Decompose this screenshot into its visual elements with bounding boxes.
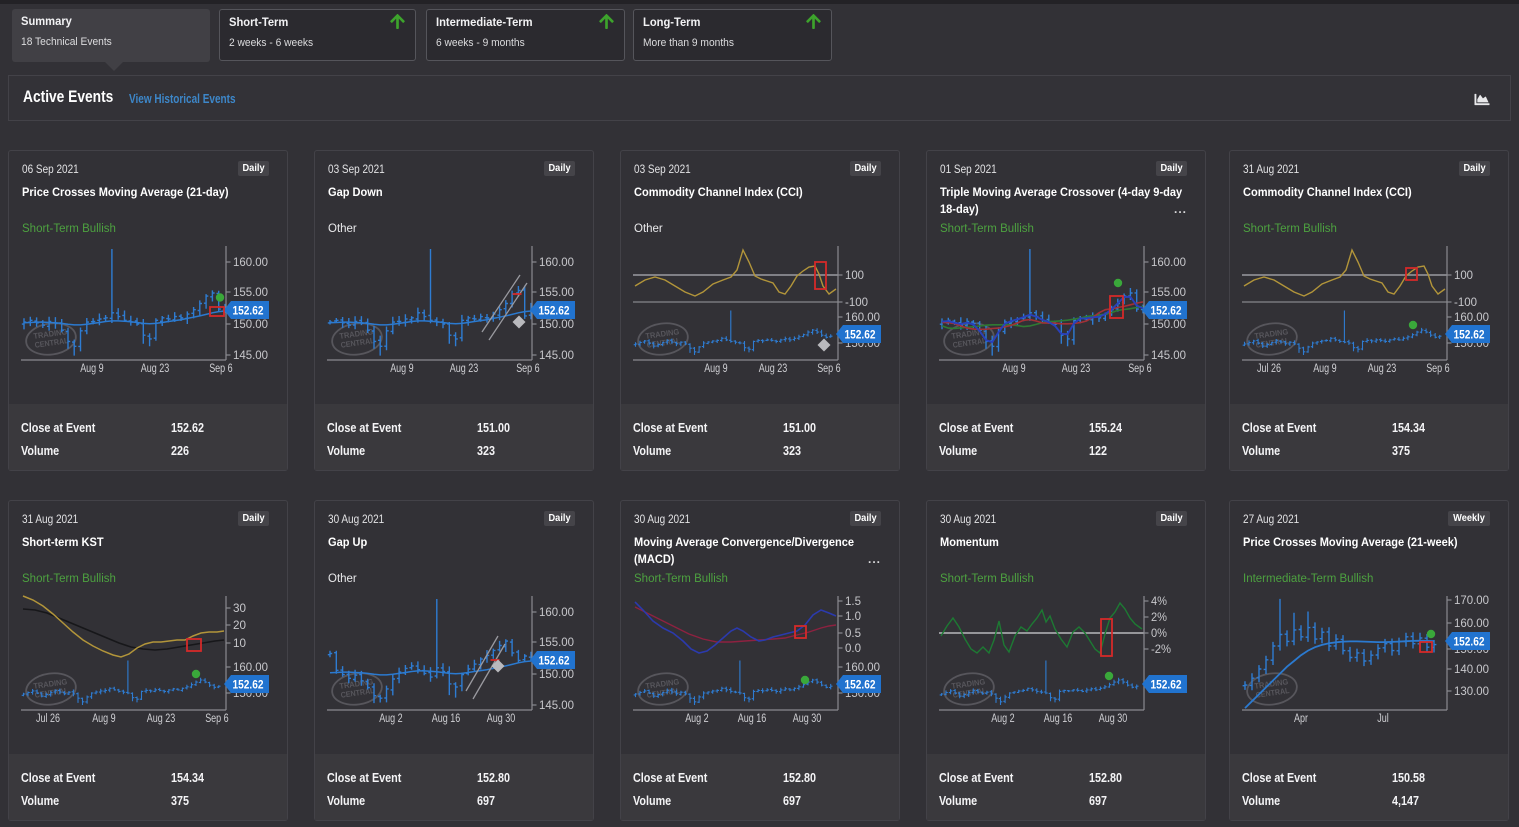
svg-text:Aug 16: Aug 16: [1044, 713, 1073, 725]
svg-text:150.00: 150.00: [233, 317, 268, 331]
svg-text:152.62: 152.62: [1151, 306, 1182, 318]
svg-text:Aug 30: Aug 30: [793, 713, 822, 725]
svg-text:0.0: 0.0: [845, 641, 861, 655]
svg-text:152.62: 152.62: [1454, 330, 1485, 342]
svg-text:155.00: 155.00: [539, 635, 574, 649]
svg-text:160.00: 160.00: [539, 605, 574, 619]
svg-text:-100: -100: [1454, 295, 1477, 309]
svg-text:0%: 0%: [1151, 626, 1167, 640]
svg-text:Jul 26: Jul 26: [1257, 363, 1281, 375]
svg-text:130.00: 130.00: [1454, 684, 1489, 698]
svg-text:Aug 30: Aug 30: [1099, 713, 1128, 725]
svg-text:0.5: 0.5: [845, 626, 861, 640]
svg-text:Aug 9: Aug 9: [92, 713, 116, 725]
svg-text:Sep 6: Sep 6: [516, 363, 540, 375]
svg-text:Sep 6: Sep 6: [817, 363, 841, 375]
svg-text:150.00: 150.00: [1151, 317, 1186, 331]
svg-text:Aug 9: Aug 9: [1313, 363, 1337, 375]
svg-text:152.62: 152.62: [845, 330, 876, 342]
svg-text:1.0: 1.0: [845, 609, 861, 623]
svg-text:145.00: 145.00: [539, 698, 574, 712]
svg-text:Aug 9: Aug 9: [390, 363, 414, 375]
svg-text:-100: -100: [845, 295, 868, 309]
svg-text:155.00: 155.00: [1151, 285, 1186, 299]
svg-text:Aug 23: Aug 23: [759, 363, 788, 375]
svg-text:Aug 23: Aug 23: [1062, 363, 1091, 375]
svg-text:Sep 6: Sep 6: [209, 363, 233, 375]
svg-text:Apr: Apr: [1294, 713, 1308, 725]
svg-text:170.00: 170.00: [1454, 593, 1489, 607]
svg-text:Jul 26: Jul 26: [36, 713, 60, 725]
svg-text:152.62: 152.62: [1151, 680, 1182, 692]
svg-text:10: 10: [233, 636, 246, 650]
svg-text:160.00: 160.00: [1454, 616, 1489, 630]
svg-text:150.00: 150.00: [539, 317, 574, 331]
svg-text:160.00: 160.00: [845, 660, 880, 674]
svg-text:Aug 23: Aug 23: [141, 363, 170, 375]
svg-text:Sep 6: Sep 6: [1128, 363, 1152, 375]
svg-text:145.00: 145.00: [1151, 348, 1186, 362]
svg-text:160.00: 160.00: [539, 255, 574, 269]
svg-text:Aug 23: Aug 23: [450, 363, 479, 375]
svg-text:-2%: -2%: [1151, 642, 1171, 656]
svg-text:160.00: 160.00: [233, 660, 268, 674]
svg-text:160.00: 160.00: [233, 255, 268, 269]
svg-text:152.62: 152.62: [845, 680, 876, 692]
svg-text:152.62: 152.62: [233, 680, 264, 692]
svg-text:Aug 16: Aug 16: [738, 713, 767, 725]
svg-text:100: 100: [845, 268, 864, 282]
svg-text:Aug 23: Aug 23: [147, 713, 176, 725]
svg-text:Aug 9: Aug 9: [1002, 363, 1025, 375]
svg-text:160.00: 160.00: [845, 310, 880, 324]
svg-text:1.5: 1.5: [845, 594, 861, 608]
svg-text:Aug 2: Aug 2: [379, 713, 403, 725]
svg-text:140.00: 140.00: [1454, 662, 1489, 676]
svg-text:Aug 2: Aug 2: [991, 713, 1015, 725]
svg-text:152.62: 152.62: [539, 656, 570, 668]
svg-text:Sep 6: Sep 6: [205, 713, 229, 725]
svg-text:2%: 2%: [1151, 610, 1167, 624]
svg-text:155.00: 155.00: [233, 285, 268, 299]
svg-text:160.00: 160.00: [1454, 310, 1489, 324]
svg-text:152.62: 152.62: [539, 306, 570, 318]
svg-text:Sep 6: Sep 6: [1426, 363, 1450, 375]
svg-text:Aug 16: Aug 16: [432, 713, 461, 725]
svg-text:152.62: 152.62: [233, 306, 264, 318]
svg-text:Aug 2: Aug 2: [685, 713, 709, 725]
svg-text:4%: 4%: [1151, 594, 1167, 608]
svg-text:152.62: 152.62: [1454, 637, 1485, 649]
svg-text:155.00: 155.00: [539, 285, 574, 299]
svg-text:145.00: 145.00: [539, 348, 574, 362]
svg-text:Aug 9: Aug 9: [80, 363, 104, 375]
svg-text:Aug 9: Aug 9: [704, 363, 728, 375]
svg-text:160.00: 160.00: [1151, 255, 1186, 269]
svg-text:145.00: 145.00: [233, 348, 268, 362]
svg-text:20: 20: [233, 618, 246, 632]
svg-text:100: 100: [1454, 268, 1473, 282]
svg-text:Aug 30: Aug 30: [487, 713, 516, 725]
svg-text:30: 30: [233, 601, 246, 615]
svg-text:150.00: 150.00: [539, 667, 574, 681]
svg-text:Jul: Jul: [1377, 713, 1389, 725]
svg-text:Aug 23: Aug 23: [1368, 363, 1397, 375]
